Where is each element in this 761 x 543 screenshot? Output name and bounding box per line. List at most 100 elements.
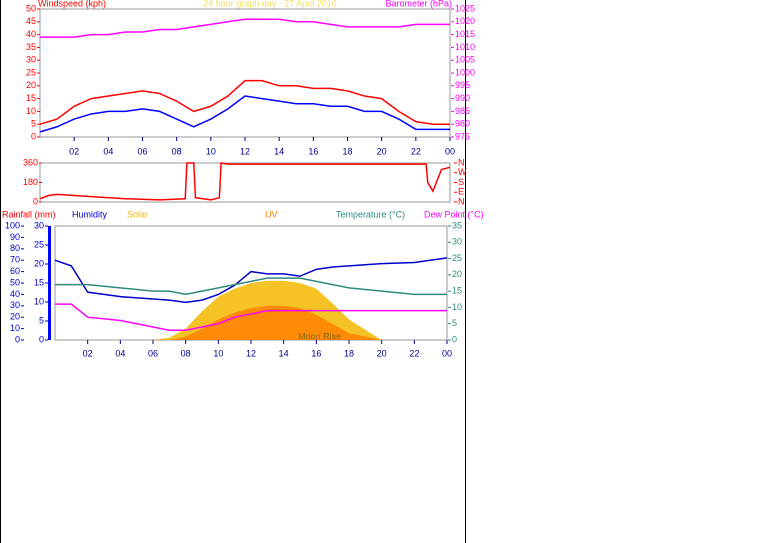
x-tick-label: 14 — [274, 146, 284, 156]
y-tick-label: 1000 — [455, 67, 475, 77]
x-tick-label: 02 — [69, 146, 79, 156]
y-tick-label: 990 — [455, 93, 470, 103]
humidity-bar — [48, 226, 51, 340]
legend-entry: Dew Point (°C) — [424, 209, 484, 219]
y-tick-label: 30 — [10, 300, 20, 310]
line — [55, 303, 447, 331]
y-tick-label: 1025 — [455, 3, 475, 13]
annotation: Moon Rise — [298, 331, 341, 341]
x-tick-label: 06 — [148, 348, 158, 358]
y-tick-label: 45 — [26, 16, 36, 26]
x-tick-label: 14 — [279, 348, 289, 358]
legend-entry: Humidity — [72, 209, 108, 219]
y-tick-label: 90 — [10, 232, 20, 242]
y3-axis-title: Rainfall (mm) — [2, 209, 56, 219]
y-tick-label: 0 — [15, 334, 20, 344]
y-tick-label: 5 — [452, 318, 457, 328]
x-tick-label: 12 — [246, 348, 256, 358]
x-tick-label: 12 — [240, 146, 250, 156]
x-tick-label: 00 — [445, 146, 455, 156]
y-tick-label: 35 — [26, 42, 36, 52]
y-tick-label: 995 — [455, 80, 470, 90]
y-tick-label: 30 — [452, 237, 462, 247]
y-tick-label: 0 — [31, 131, 36, 141]
y-tick-label: 1015 — [455, 29, 475, 39]
y-tick-label: 10 — [34, 296, 44, 306]
line — [54, 257, 448, 304]
line — [39, 95, 450, 133]
x-tick-label: 06 — [137, 146, 147, 156]
y-tick-label: 15 — [26, 93, 36, 103]
chart-title: 24 hour graph day - 27 April 2016 — [203, 0, 337, 8]
y-tick-label: 50 — [26, 3, 36, 13]
y-tick-label: 20 — [34, 258, 44, 268]
y-tick-label: E — [458, 187, 464, 197]
y-tick-label: 40 — [10, 289, 20, 299]
x-tick-label: 04 — [103, 146, 113, 156]
x-tick-label: 22 — [411, 146, 421, 156]
y-tick-label: 0 — [39, 334, 44, 344]
y-tick-label: 975 — [455, 131, 470, 141]
x-tick-label: 20 — [377, 348, 387, 358]
y-tick-label: 70 — [10, 255, 20, 265]
x-tick-label: 22 — [409, 348, 419, 358]
y-tick-label: 35 — [452, 220, 462, 230]
y-tick-label: 360 — [23, 157, 38, 167]
y-tick-label: 10 — [452, 302, 462, 312]
y-tick-label: 15 — [34, 277, 44, 287]
x-tick-label: 18 — [344, 348, 354, 358]
x-tick-label: 00 — [442, 348, 452, 358]
legend-entry: Solar — [127, 209, 148, 219]
y-axis-title: Windspeed (kph) — [38, 0, 106, 8]
y-tick-label: 10 — [10, 323, 20, 333]
y-tick-label: 1020 — [455, 16, 475, 26]
y-tick-label: 0 — [452, 334, 457, 344]
x-tick-label: 16 — [311, 348, 321, 358]
x-tick-label: 08 — [181, 348, 191, 358]
x-tick-label: 20 — [377, 146, 387, 156]
y-tick-label: 1005 — [455, 55, 475, 65]
y2-axis-title: Barometer (hPa) — [385, 0, 452, 8]
y-tick-label: 1010 — [455, 42, 475, 52]
y-tick-label: 25 — [34, 239, 44, 249]
y-tick-label: 10 — [26, 106, 36, 116]
y-tick-label: 15 — [452, 286, 462, 296]
y-tick-label: 5 — [31, 119, 36, 129]
y-tick-label: 25 — [452, 253, 462, 263]
line — [39, 162, 451, 201]
line — [40, 18, 450, 38]
y-tick-label: 980 — [455, 119, 470, 129]
y-tick-label: W — [458, 167, 467, 177]
x-tick-label: 08 — [172, 146, 182, 156]
y-tick-label: 20 — [452, 269, 462, 279]
y-tick-label: 25 — [26, 67, 36, 77]
x-tick-label: 10 — [213, 348, 223, 358]
y-tick-label: 80 — [10, 243, 20, 253]
x-tick-label: 10 — [206, 146, 216, 156]
y-tick-label: 180 — [23, 177, 38, 187]
y-tick-label: 985 — [455, 106, 470, 116]
y-tick-label: 20 — [10, 312, 20, 322]
y-tick-label: 100 — [5, 220, 20, 230]
y-tick-label: 40 — [26, 29, 36, 39]
y-tick-label: N — [458, 196, 465, 206]
legend-entry: UV — [265, 209, 278, 219]
y-tick-label: 5 — [39, 315, 44, 325]
y-tick-label: 30 — [34, 220, 44, 230]
legend-entry: Temperature (°C) — [336, 209, 405, 219]
x-tick-label: 18 — [342, 146, 352, 156]
y-tick-label: N — [458, 157, 465, 167]
x-tick-label: 04 — [115, 348, 125, 358]
y-tick-label: 20 — [26, 80, 36, 90]
y-tick-label: 60 — [10, 266, 20, 276]
line — [39, 79, 450, 125]
y-tick-label: 50 — [10, 277, 20, 287]
line — [55, 277, 447, 296]
x-tick-label: 02 — [83, 348, 93, 358]
area — [55, 305, 447, 340]
y-tick-label: 30 — [26, 55, 36, 65]
y-tick-label: 0 — [33, 196, 38, 206]
y-tick-label: S — [458, 177, 464, 187]
